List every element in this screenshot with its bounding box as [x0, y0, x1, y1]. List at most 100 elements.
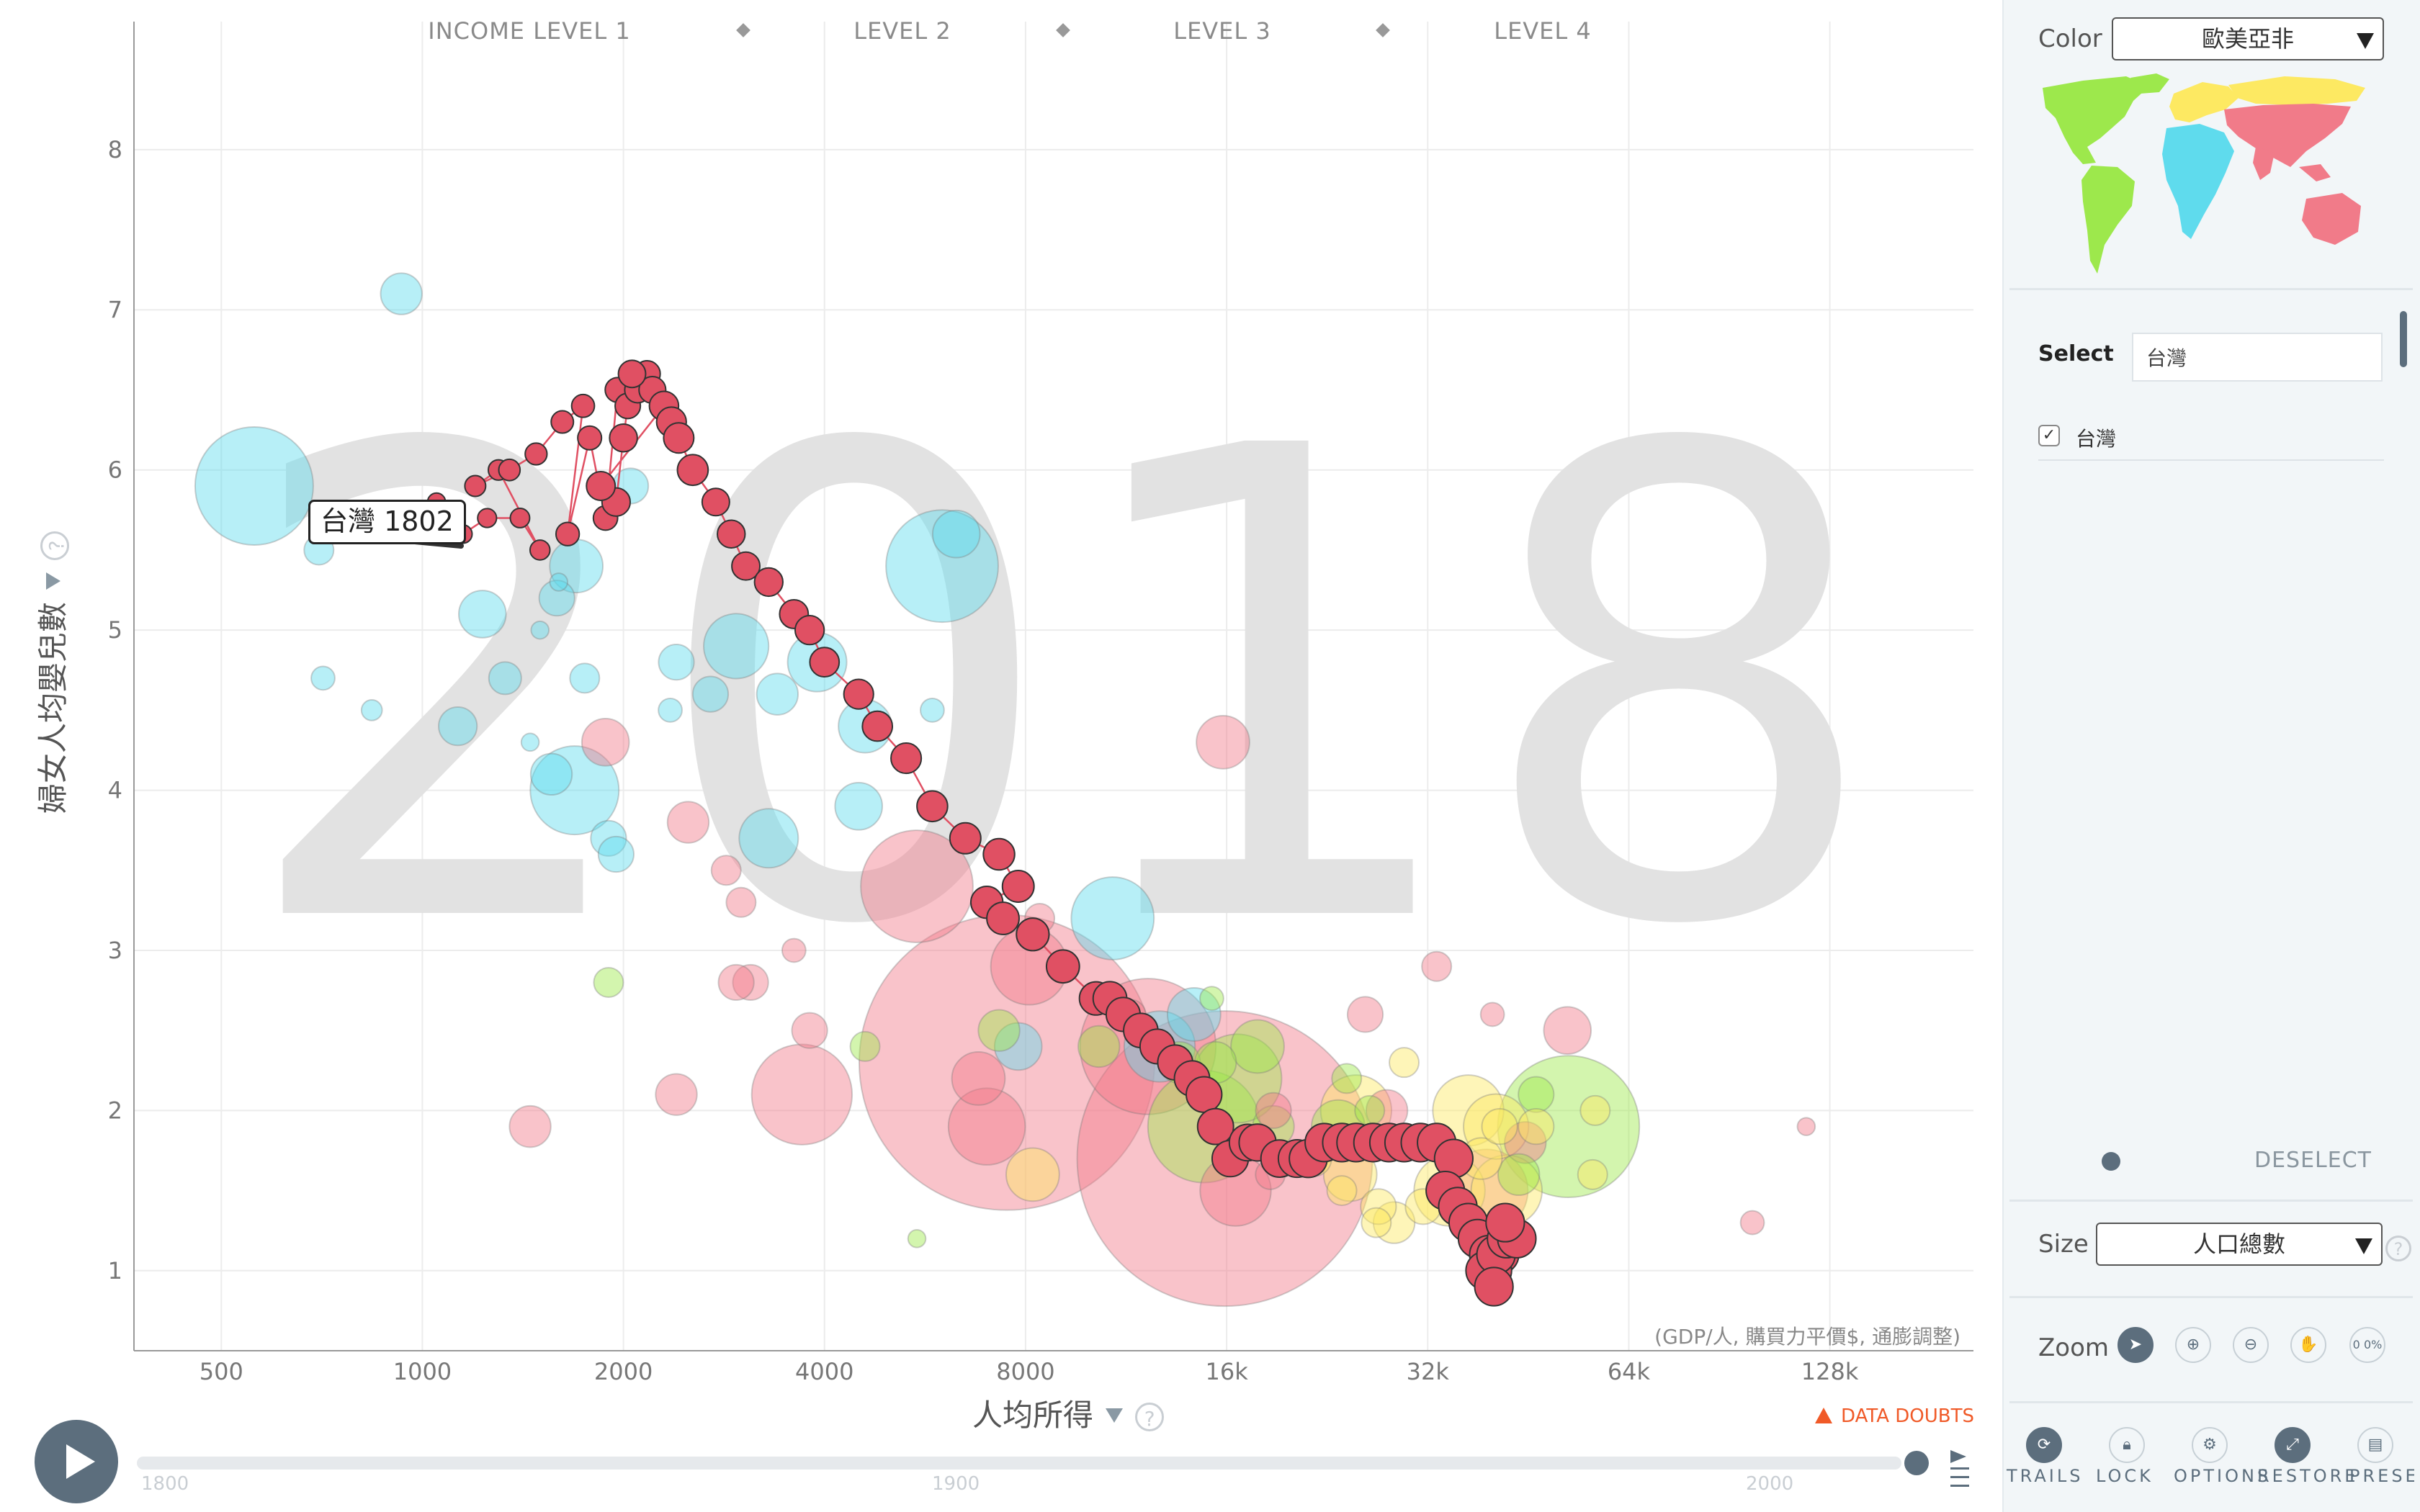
- world-map-legend[interactable]: [2040, 72, 2371, 281]
- bubble-chart[interactable]: 2018 INCOME LEVEL 1 LEVEL 2 LEVEL 3 LEVEL 4…: [0, 0, 2002, 1512]
- bubble-africa[interactable]: [658, 644, 695, 681]
- bubble-asia[interactable]: [1796, 1117, 1816, 1136]
- cursor-arrow-icon[interactable]: ➤: [2118, 1327, 2154, 1363]
- bubble-asia[interactable]: [947, 1087, 1026, 1166]
- trail-point[interactable]: [464, 474, 487, 498]
- bubble-asia[interactable]: [581, 718, 630, 767]
- trail-point[interactable]: [663, 422, 695, 454]
- bubble-europe[interactable]: [1361, 1207, 1392, 1238]
- trail-label[interactable]: 台灣 1802: [308, 500, 466, 544]
- trail-point[interactable]: [794, 615, 825, 646]
- bubble-asia[interactable]: [1255, 1092, 1292, 1129]
- timeline-slider[interactable]: [137, 1457, 1901, 1470]
- bubble-asia[interactable]: [1479, 1002, 1505, 1027]
- bubble-africa[interactable]: [1070, 876, 1155, 960]
- trail-point[interactable]: [1485, 1202, 1525, 1243]
- trail-point[interactable]: [1196, 1107, 1234, 1146]
- bubble-africa[interactable]: [194, 426, 314, 546]
- bubble-asia[interactable]: [1196, 714, 1250, 770]
- bubble-africa[interactable]: [569, 662, 601, 694]
- bubble-asia[interactable]: [732, 963, 769, 1002]
- bubble-africa[interactable]: [590, 819, 627, 857]
- select-search-input[interactable]: [2132, 333, 2383, 382]
- bubble-europe[interactable]: [1481, 1108, 1518, 1146]
- bubble-asia[interactable]: [710, 855, 742, 886]
- bubble-asia[interactable]: [1543, 1006, 1592, 1055]
- zoom-in-icon[interactable]: ⊕: [2175, 1327, 2211, 1363]
- bubble-africa[interactable]: [691, 675, 730, 713]
- x-axis-help-icon[interactable]: ?: [1135, 1403, 1165, 1431]
- lock-icon[interactable]: 🔒︎: [2109, 1427, 2145, 1463]
- speed-control-icon[interactable]: [1949, 1449, 1971, 1492]
- bubble-americas[interactable]: [1518, 1076, 1555, 1113]
- bubble-africa[interactable]: [380, 272, 423, 315]
- y-axis-title[interactable]: 婦女人均嬰兒數 ?: [29, 531, 73, 814]
- trail-point[interactable]: [609, 423, 638, 453]
- bubble-africa[interactable]: [931, 509, 981, 559]
- color-dropdown[interactable]: 歐美亞非: [2112, 17, 2384, 60]
- trail-point[interactable]: [861, 710, 894, 742]
- lock-label[interactable]: LOCK: [2096, 1466, 2154, 1486]
- trail-point[interactable]: [701, 487, 730, 517]
- zoom-percent-button[interactable]: 0 0%: [2349, 1327, 2385, 1363]
- trail-point[interactable]: [809, 647, 841, 678]
- trail-point[interactable]: [731, 551, 761, 581]
- bubble-africa[interactable]: [1166, 987, 1222, 1042]
- timeline-handle[interactable]: [1904, 1451, 1929, 1475]
- trail-point[interactable]: [986, 901, 1020, 935]
- selected-checkbox[interactable]: ✓: [2038, 425, 2060, 446]
- bubble-africa[interactable]: [529, 745, 620, 836]
- trail-point[interactable]: [617, 359, 647, 389]
- options-label[interactable]: OPTIONS: [2174, 1466, 2272, 1486]
- size-dropdown[interactable]: 人口總數: [2096, 1223, 2383, 1266]
- y-axis-help-icon[interactable]: ?: [40, 531, 69, 560]
- trail-point[interactable]: [509, 508, 531, 528]
- bubble-americas[interactable]: [907, 1229, 927, 1248]
- bubble-europe[interactable]: [1577, 1158, 1608, 1190]
- bubble-africa[interactable]: [834, 782, 884, 831]
- trail-point[interactable]: [949, 822, 982, 855]
- bubble-americas[interactable]: [1230, 1019, 1285, 1074]
- trail-point[interactable]: [577, 425, 603, 451]
- bubble-americas[interactable]: [1331, 1063, 1363, 1094]
- trail-point[interactable]: [1474, 1266, 1514, 1307]
- bubble-europe[interactable]: [1360, 1188, 1397, 1225]
- selected-entity-row[interactable]: ✓ 台灣: [2038, 422, 2384, 461]
- bubble-asia[interactable]: [1739, 1210, 1765, 1236]
- trail-point[interactable]: [529, 539, 551, 561]
- bubble-asia[interactable]: [1346, 996, 1384, 1033]
- trail-point[interactable]: [676, 454, 709, 487]
- bubble-africa[interactable]: [703, 613, 770, 680]
- trail-point[interactable]: [586, 471, 617, 501]
- bubble-europe[interactable]: [1463, 1093, 1530, 1160]
- bubble-europe[interactable]: [1389, 1047, 1420, 1079]
- trail-point[interactable]: [498, 458, 521, 482]
- trail-point[interactable]: [890, 742, 923, 775]
- preset-icon[interactable]: ▤: [2357, 1427, 2393, 1463]
- bubble-africa[interactable]: [488, 661, 522, 696]
- restore-icon[interactable]: ⤢: [2275, 1427, 2311, 1463]
- trail-point[interactable]: [1016, 917, 1050, 952]
- bubble-asia[interactable]: [1504, 1121, 1547, 1164]
- data-doubts-link[interactable]: DATA DOUBTS: [1815, 1405, 1974, 1427]
- bubble-americas[interactable]: [1497, 1153, 1541, 1197]
- bubble-africa[interactable]: [549, 572, 569, 592]
- trail-point[interactable]: [916, 790, 949, 823]
- trail-point[interactable]: [524, 442, 548, 466]
- pan-hand-icon[interactable]: ✋: [2290, 1327, 2326, 1363]
- y-axis-dropdown-icon[interactable]: [46, 572, 60, 590]
- panel-scrollbar[interactable]: [2400, 311, 2407, 367]
- x-axis-dropdown-icon[interactable]: [1106, 1408, 1124, 1423]
- bubble-africa[interactable]: [920, 697, 945, 723]
- bubble-americas[interactable]: [849, 1030, 881, 1062]
- bubble-asia[interactable]: [717, 963, 755, 1002]
- bubble-africa[interactable]: [538, 580, 575, 617]
- options-gear-icon[interactable]: ⚙: [2192, 1427, 2228, 1463]
- preset-label[interactable]: PRESET: [2349, 1466, 2414, 1486]
- bubble-europe[interactable]: [1518, 1108, 1555, 1146]
- trail-point[interactable]: [843, 678, 874, 710]
- size-help-icon[interactable]: ?: [2385, 1236, 2411, 1261]
- trail-point[interactable]: [982, 837, 1016, 871]
- bubble-europe[interactable]: [1326, 1175, 1358, 1207]
- bubble-africa[interactable]: [738, 808, 799, 869]
